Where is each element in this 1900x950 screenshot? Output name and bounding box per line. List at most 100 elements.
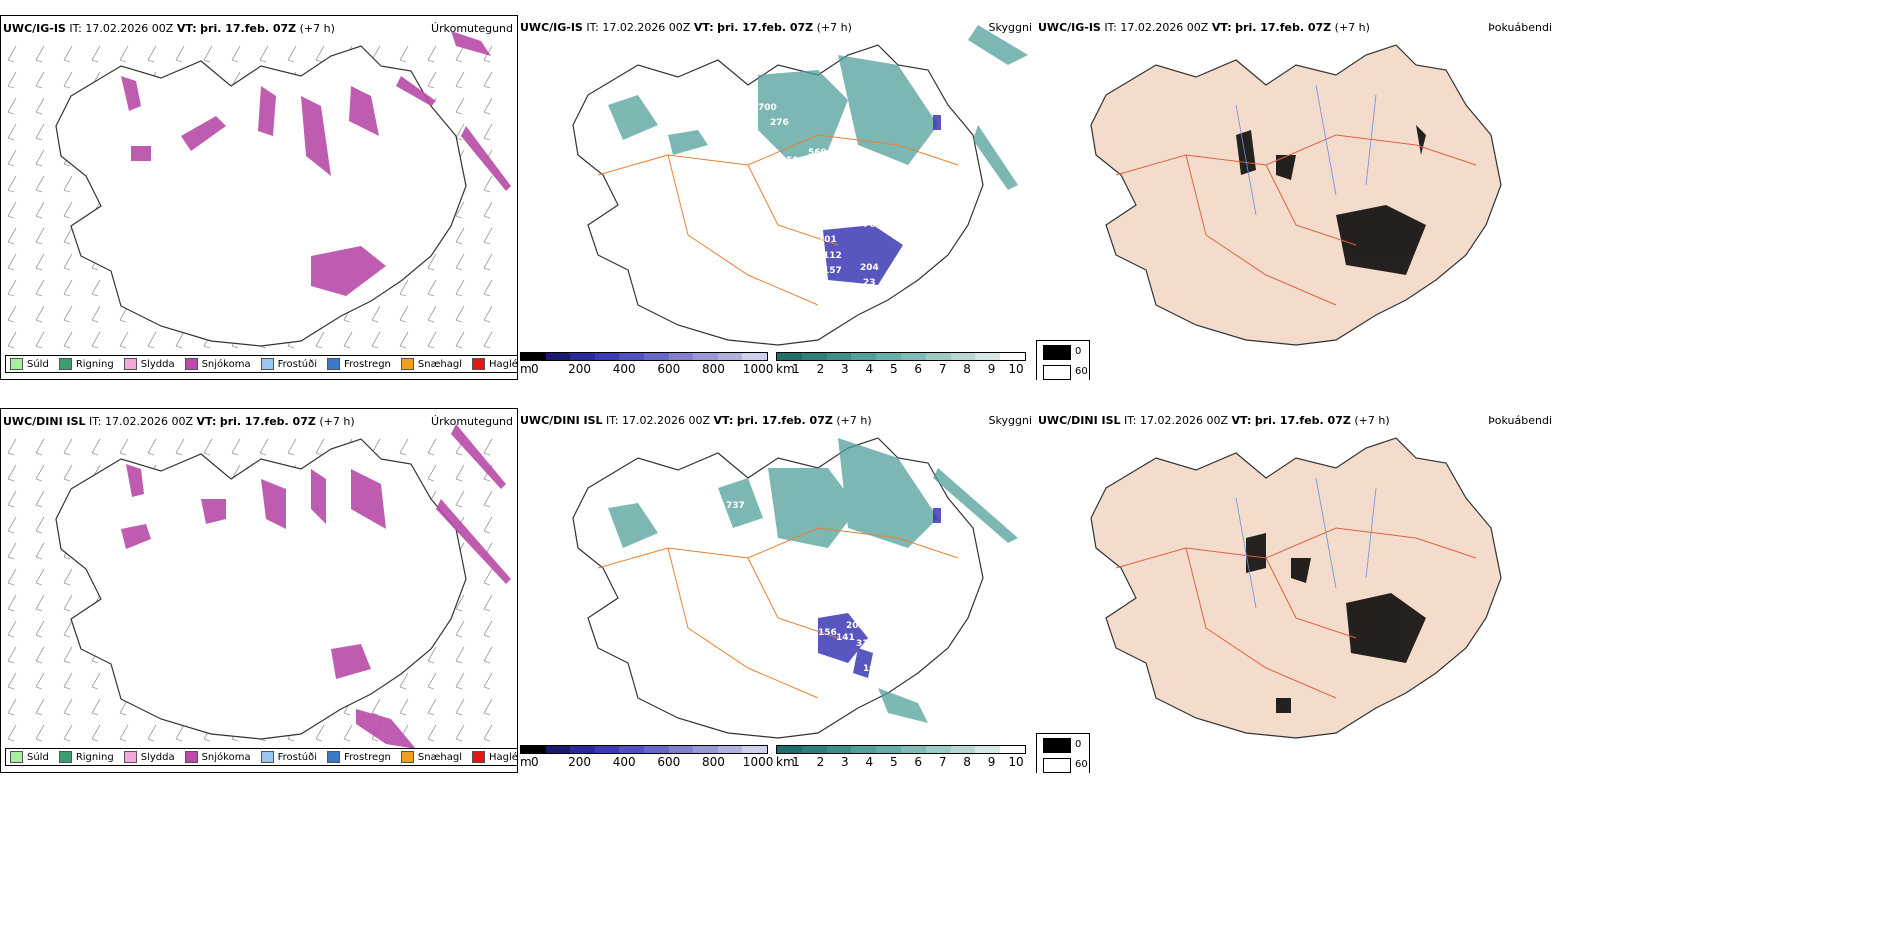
wind-barb [35, 279, 45, 297]
visibility-swatch [900, 353, 926, 360]
legend-swatch [327, 358, 340, 370]
wind-barb [63, 305, 73, 323]
wind-barb [7, 438, 17, 456]
cloud-base-value: 911 [848, 541, 867, 551]
wind-barb [63, 724, 73, 742]
wind-barb [7, 201, 17, 219]
visibility-tick: 10 [1008, 362, 1024, 376]
visibility-swatch [975, 353, 1001, 360]
legend-item: Frostúði [257, 356, 323, 372]
wind-barb [7, 516, 17, 534]
visibility-swatch [975, 746, 1001, 753]
wind-barb [35, 97, 45, 115]
wind-barb [371, 331, 381, 349]
panel-parameter-title: Skyggni [988, 21, 1032, 34]
wind-barb [483, 646, 493, 664]
wind-barb [483, 698, 493, 716]
precip-map [7, 31, 511, 349]
visibility-colorbar: km 1 2 3 4 5 6 7 8 9 10 [776, 352, 1026, 376]
legend-item: Haglél [468, 356, 518, 372]
wind-barb [399, 698, 409, 716]
cloudbase-swatch [594, 353, 620, 360]
cloud-base-value: 737 [726, 501, 745, 511]
wind-barb [483, 71, 493, 89]
wind-barb [63, 438, 73, 456]
cloud-base-value: 23 [863, 278, 876, 288]
wind-barb [35, 123, 45, 141]
wind-barb [483, 253, 493, 271]
cloudbase-tick: 1000 [742, 362, 774, 376]
low-visibility-areas [608, 25, 1028, 190]
visibility-swatch [950, 353, 976, 360]
cloudbase-colorbar-ticks: m 0 200 400 600 800 1000 [520, 362, 773, 376]
wind-barb [427, 698, 437, 716]
cloudbase-tick: 800 [701, 362, 725, 376]
cloud-base-value: 202 [846, 621, 865, 631]
low-cloudbase-areas [823, 115, 941, 285]
visibility-swatch [777, 353, 802, 360]
wind-barb [483, 331, 493, 349]
wind-barb [427, 71, 437, 89]
wind-barb [427, 646, 437, 664]
wind-barb [315, 331, 325, 349]
visibility-colorbar-bar [776, 745, 1026, 754]
wind-barb [427, 438, 437, 456]
visibility-tick: 5 [889, 362, 898, 376]
wind-barb [427, 672, 437, 690]
wind-barb [63, 71, 73, 89]
cloudbase-unit: m [520, 362, 532, 376]
legend-label: Súld [27, 358, 49, 370]
rivers [1235, 84, 1377, 216]
wind-barb [7, 71, 17, 89]
wind-barb [483, 438, 493, 456]
wind-barb [119, 45, 129, 63]
fog-map [1090, 437, 1502, 739]
legend-item: Haglél [468, 749, 518, 765]
wind-barb [35, 201, 45, 219]
wind-barb [315, 438, 325, 456]
wind-barb [175, 331, 185, 349]
wind-barb [483, 672, 493, 690]
legend-swatch [400, 358, 414, 370]
cloudbase-swatch [570, 353, 595, 360]
cloud-base-value: 141 [836, 633, 855, 643]
panel-parameter-title: Úrkomutegund [431, 415, 513, 428]
wind-barb [259, 45, 269, 63]
wind-barb [7, 464, 17, 482]
cloud-base-value: 101 [818, 235, 837, 245]
wind-barb [147, 724, 157, 742]
legend-label: Haglél [489, 358, 518, 370]
cloudbase-swatch [693, 353, 718, 360]
legend-label: Slydda [140, 751, 175, 763]
wind-barb [483, 305, 493, 323]
wind-barb [399, 279, 409, 297]
legend-label: Frostúði [277, 358, 317, 370]
visibility-tick: 8 [963, 755, 971, 769]
cloudbase-swatch [717, 746, 743, 753]
visibility-swatch [1000, 353, 1025, 360]
legend-label: Súld [27, 751, 49, 763]
legend-label: Frostregn [344, 751, 391, 763]
wind-barb [35, 253, 45, 271]
wind-barb [7, 724, 17, 742]
wind-barb [7, 253, 17, 271]
legend-label: Haglél [489, 751, 518, 763]
wind-barb [7, 123, 17, 141]
iceland-outline [1090, 437, 1502, 739]
cloud-base-labels: 737 911 156 141 202 31 100 [726, 501, 882, 674]
rivers [1235, 477, 1377, 609]
wind-barb [455, 698, 465, 716]
wind-barb [483, 97, 493, 115]
wind-barb [455, 305, 465, 323]
precip-panel-row2: UWC/DINI ISL IT: 17.02.2026 00Z VT: þri.… [0, 408, 518, 773]
wind-barb [7, 490, 17, 508]
wind-barb [455, 672, 465, 690]
visibility-unit: km [776, 755, 795, 769]
cloudbase-swatch [594, 746, 620, 753]
wind-barb [119, 438, 129, 456]
wind-barb [343, 724, 353, 742]
legend-item: Frostregn [323, 749, 397, 765]
wind-barb [7, 568, 17, 586]
wind-barb [63, 331, 73, 349]
wind-barb [35, 149, 45, 167]
